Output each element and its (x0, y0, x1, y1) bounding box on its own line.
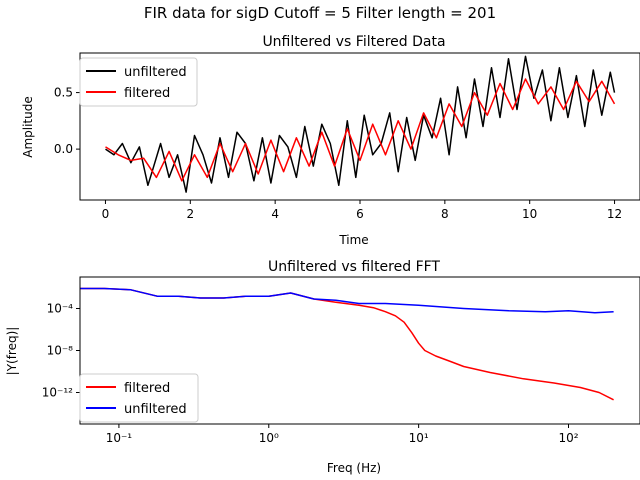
x-tick-label: 12 (607, 207, 622, 221)
frequency-domain-panel: Unfiltered vs filtered FFT 10⁻¹ 10⁰ 10¹ 10²… (5, 259, 640, 475)
x-tick-label: 10⁻¹ (106, 431, 133, 445)
legend-label-unfiltered: unfiltered (124, 402, 187, 417)
panel-title: Unfiltered vs filtered FFT (268, 259, 440, 275)
legend-label-filtered: filtered (124, 86, 170, 101)
y-ticks: 0.0 0.5 (54, 86, 80, 156)
x-tick-label: 10 (522, 207, 537, 221)
x-ticks: 0 2 4 6 8 10 12 (102, 200, 622, 221)
legend-label-filtered: filtered (124, 381, 170, 396)
x-ticks: 10⁻¹ 10⁰ 10¹ 10² (106, 424, 579, 445)
x-tick-label: 10⁰ (259, 431, 279, 445)
time-domain-panel: Unfiltered vs Filtered Data 0 2 4 6 8 10 12 0.… (21, 34, 640, 247)
x-tick-label: 8 (441, 207, 449, 221)
panel-title: Unfiltered vs Filtered Data (262, 34, 445, 50)
x-tick-label: 10¹ (409, 431, 429, 445)
plot-area (80, 287, 614, 401)
y-axis-label: |Y(freq)| (5, 327, 19, 376)
legend: unfiltered filtered (79, 57, 198, 107)
y-axis-label: Amplitude (21, 96, 35, 158)
x-axis-label: Time (338, 233, 368, 247)
x-tick-label: 10² (558, 431, 578, 445)
series-line-filtered (105, 78, 616, 182)
x-tick-label: 2 (186, 207, 194, 221)
plot-area (105, 55, 616, 193)
x-tick-label: 4 (271, 207, 279, 221)
x-tick-label: 0 (102, 207, 110, 221)
series-line-unfiltered (80, 287, 614, 314)
y-tick-label: 10⁻⁴ (47, 302, 74, 316)
legend: filtered unfiltered (79, 373, 199, 423)
y-tick-label: 10⁻¹² (42, 386, 73, 400)
x-axis-label: Freq (Hz) (327, 461, 381, 475)
y-tick-label: 0.0 (54, 142, 73, 156)
y-ticks: 10⁻¹² 10⁻⁸ 10⁻⁴ (42, 302, 80, 400)
suptitle: FIR data for sigD Cutoff = 5 Filter leng… (144, 4, 496, 22)
x-tick-label: 6 (356, 207, 364, 221)
y-tick-label: 0.5 (54, 86, 73, 100)
y-tick-label: 10⁻⁸ (47, 344, 74, 358)
legend-label-unfiltered: unfiltered (124, 65, 187, 80)
